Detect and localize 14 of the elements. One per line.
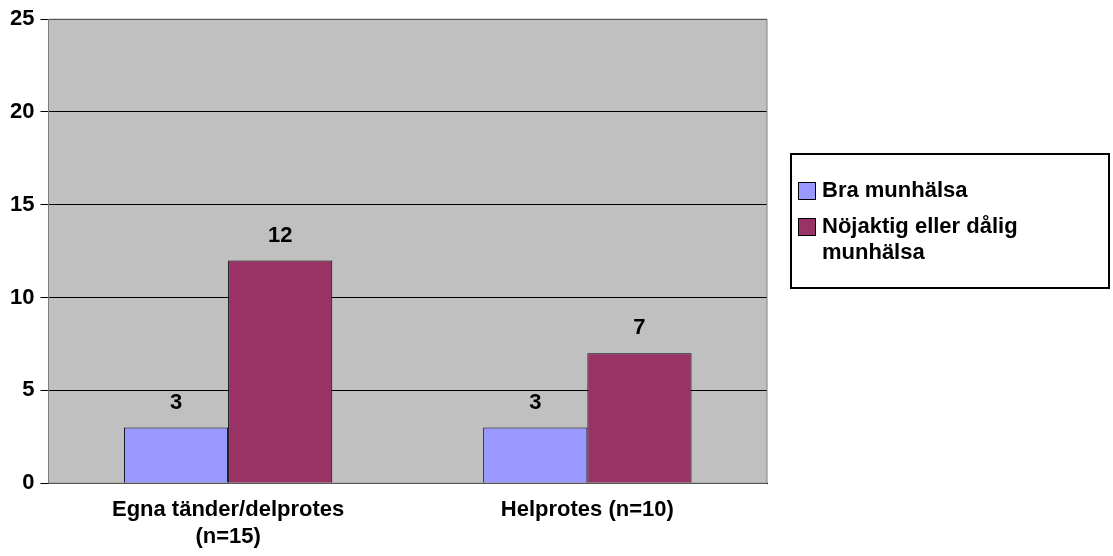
x-tick-label: Helprotes (n=10) — [500, 496, 674, 522]
y-tick-label: 15 — [9, 190, 35, 216]
y-tick-label: 25 — [9, 5, 35, 31]
x-tick-label: Egna tänder/delprotes (n=15) — [111, 496, 345, 548]
legend-label: Bra munhälsa — [822, 177, 968, 203]
y-tick-label: 0 — [22, 469, 35, 495]
y-tick-label: 10 — [9, 283, 35, 309]
y-tick-label: 5 — [22, 376, 35, 402]
data-label: 3 — [169, 388, 183, 414]
legend-label: Nöjaktig eller dålig munhälsa — [822, 213, 1019, 265]
data-label: 3 — [529, 388, 542, 414]
data-label: 12 — [267, 221, 293, 247]
y-tick-label: 20 — [9, 98, 35, 124]
data-label: 7 — [633, 314, 646, 340]
